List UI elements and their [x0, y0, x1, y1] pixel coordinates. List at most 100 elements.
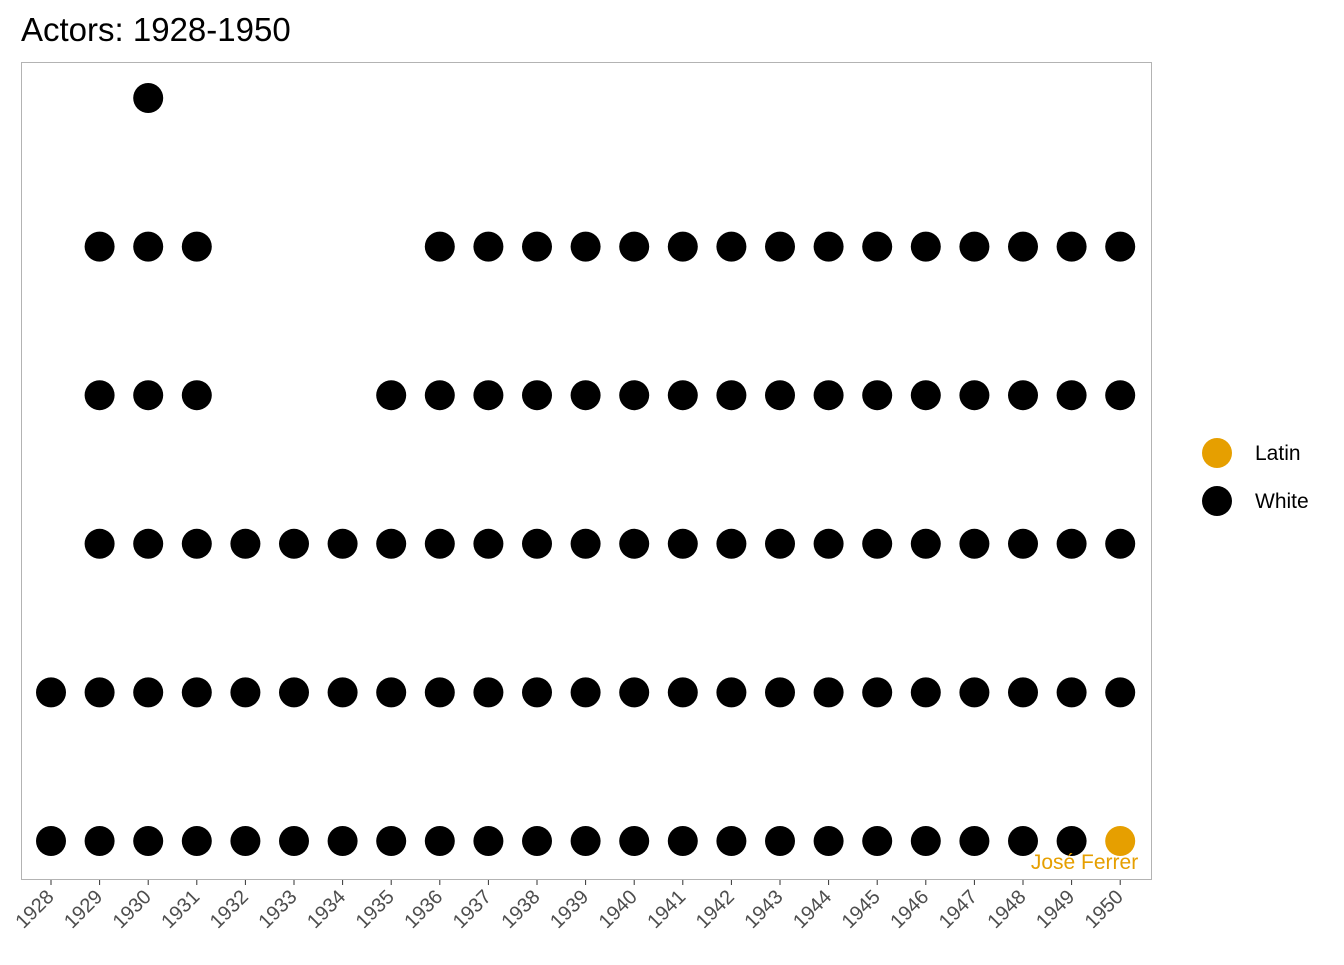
data-point-white: [230, 677, 261, 708]
data-point-white: [1056, 231, 1087, 262]
data-point-white: [1056, 528, 1087, 559]
annotations: José Ferrer: [1031, 851, 1138, 874]
data-points: [36, 83, 1136, 856]
x-tick-label: 1929: [60, 886, 107, 933]
x-tick-label: 1940: [595, 886, 642, 933]
data-point-white: [1056, 380, 1087, 411]
data-point-white: [279, 677, 309, 708]
data-point-white: [765, 826, 795, 856]
plot-panel-border: [21, 62, 1152, 880]
x-tick-label: 1934: [303, 886, 350, 933]
legend: Latin White: [1202, 438, 1309, 516]
data-point-white: [1008, 380, 1038, 411]
data-point-white: [181, 380, 212, 411]
data-point-white: [570, 231, 601, 262]
data-point-white: [181, 528, 212, 559]
data-point-white: [570, 677, 601, 708]
data-point-white: [910, 528, 941, 559]
data-point-white: [230, 528, 261, 559]
data-point-white: [1056, 826, 1087, 856]
data-point-white: [36, 826, 66, 856]
data-point-white: [522, 231, 552, 262]
data-point-white: [667, 380, 698, 411]
x-tick-label: 1939: [546, 886, 593, 933]
data-point-white: [279, 826, 309, 856]
x-tick-label: 1949: [1032, 886, 1079, 933]
data-point-white: [473, 528, 504, 559]
data-point-white: [716, 677, 747, 708]
data-point-white: [84, 528, 115, 559]
data-point-white: [1105, 231, 1136, 262]
data-point-white: [959, 826, 990, 856]
data-point-white: [813, 528, 844, 559]
data-point-white: [765, 677, 795, 708]
data-point-white: [813, 380, 844, 411]
data-point-white: [133, 826, 164, 856]
data-point-white: [84, 677, 115, 708]
data-point-white: [424, 826, 455, 856]
data-point-white: [862, 528, 893, 559]
x-tick-label: 1931: [157, 886, 204, 933]
data-point-white: [376, 528, 407, 559]
data-point-white: [522, 380, 552, 411]
x-tick-label: 1937: [449, 886, 496, 933]
data-point-white: [619, 528, 650, 559]
x-tick-label: 1930: [109, 886, 156, 933]
data-point-white: [716, 231, 747, 262]
data-point-white: [424, 231, 455, 262]
data-point-white: [133, 83, 164, 113]
data-point-white: [1008, 826, 1038, 856]
data-point-white: [522, 826, 552, 856]
data-point-white: [376, 380, 407, 411]
data-point-white: [619, 231, 650, 262]
data-point-white: [36, 677, 66, 708]
data-point-white: [473, 380, 504, 411]
x-tick-label: 1948: [984, 886, 1031, 933]
data-point-white: [813, 826, 844, 856]
x-tick-label: 1946: [886, 886, 933, 933]
data-point-white: [424, 677, 455, 708]
data-point-white: [1056, 677, 1087, 708]
data-point-white: [619, 380, 650, 411]
data-point-white: [181, 826, 212, 856]
data-point-white: [376, 826, 407, 856]
data-point-white: [279, 528, 309, 559]
data-point-white: [1008, 231, 1038, 262]
data-point-white: [716, 528, 747, 559]
data-point-white: [570, 528, 601, 559]
data-point-white: [327, 826, 358, 856]
x-tick-label: 1947: [935, 886, 982, 933]
data-point-white: [862, 231, 893, 262]
data-point-white: [716, 380, 747, 411]
data-point-white: [376, 677, 407, 708]
legend-key-white: [1202, 486, 1232, 516]
data-point-white: [424, 380, 455, 411]
data-point-white: [910, 380, 941, 411]
data-point-white: [910, 231, 941, 262]
data-point-white: [230, 826, 261, 856]
data-point-white: [959, 528, 990, 559]
data-point-white: [424, 528, 455, 559]
data-point-white: [181, 231, 212, 262]
data-point-white: [133, 677, 164, 708]
data-point-latin: [1105, 826, 1136, 856]
data-point-white: [667, 528, 698, 559]
data-point-white: [1105, 380, 1136, 411]
data-point-white: [959, 677, 990, 708]
x-tick-label: 1936: [400, 886, 447, 933]
annotation-label: José Ferrer: [1031, 851, 1138, 874]
legend-key-latin: [1202, 438, 1232, 468]
data-point-white: [667, 231, 698, 262]
data-point-white: [1008, 528, 1038, 559]
data-point-white: [133, 528, 164, 559]
data-point-white: [667, 826, 698, 856]
x-tick-label: 1935: [352, 886, 399, 933]
data-point-white: [570, 826, 601, 856]
data-point-white: [862, 826, 893, 856]
x-tick-label: 1928: [12, 886, 59, 933]
data-point-white: [181, 677, 212, 708]
legend-label-latin: Latin: [1255, 442, 1301, 465]
data-point-white: [959, 231, 990, 262]
x-tick-label: 1944: [789, 886, 836, 933]
